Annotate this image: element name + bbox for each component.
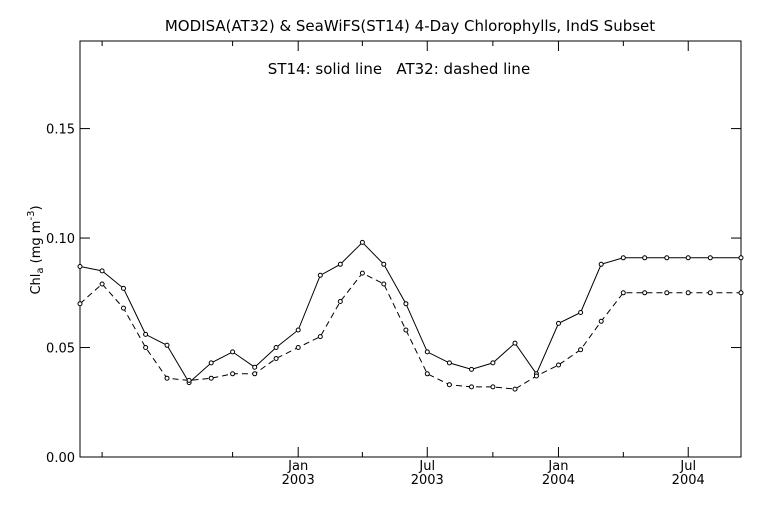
data-point-st14 [469,366,474,372]
data-point-st14 [664,255,670,261]
data-point-at32 [230,371,236,377]
y-tick-label: 0.00 [46,451,75,466]
data-point-at32 [99,281,105,287]
x-tick-label-year: 2004 [672,473,705,488]
data-point-st14 [598,261,604,267]
plot-frame [79,40,742,458]
line-style-note: ST14: solid line AT32: dashed line [268,60,530,78]
data-point-at32 [664,290,670,296]
data-point-st14 [738,255,744,261]
y-tick-label: 0.15 [46,123,75,138]
data-point-st14 [490,360,496,366]
x-tick-label-month: Jan [287,459,308,474]
data-point-at32 [533,373,539,379]
data-point-at32 [685,290,691,296]
series-layer [77,239,744,392]
data-point-st14 [685,255,691,261]
y-axis-label-close: ) [29,205,44,210]
data-point-at32 [359,270,365,276]
data-point-at32 [295,345,301,350]
y-axis-label-subscript: a [35,267,46,273]
data-point-at32 [424,371,430,377]
data-point-at32 [186,377,192,383]
y-axis: 0.00 0.05 0.10 0.15 [46,123,741,466]
data-point-at32 [381,281,387,287]
data-point-at32 [252,371,258,377]
data-point-at32 [642,290,648,296]
data-point-st14 [578,310,584,315]
x-tick-label-month: Jul [679,459,696,474]
data-point-st14 [230,349,236,355]
data-point-at32 [446,382,452,388]
data-point-at32 [143,345,149,350]
y-axis-label-main: Chl [29,274,44,295]
data-point-at32 [738,290,744,296]
data-point-at32 [490,384,496,390]
x-tick-label-year: 2004 [542,473,575,488]
data-point-at32 [707,290,713,296]
data-point-at32 [578,347,584,353]
chart-title: MODISA(AT32) & SeaWiFS(ST14) 4-Day Chlor… [165,17,655,35]
data-point-st14 [381,261,387,267]
data-point-at32 [317,334,323,340]
x-tick-label-year: 2003 [282,473,315,488]
data-point-st14 [642,255,648,261]
y-axis-label-unit: (mg m [29,221,44,268]
data-point-at32 [469,384,474,390]
data-point-st14 [252,364,258,370]
data-point-at32 [273,356,279,361]
data-point-st14 [77,264,83,269]
x-tick-label-year: 2003 [411,473,444,488]
data-point-at32 [77,301,83,307]
data-point-st14 [359,239,365,245]
data-point-at32 [208,375,214,381]
series-at32 [77,270,744,392]
data-point-at32 [164,375,170,381]
data-point-at32 [598,318,604,324]
data-point-st14 [337,261,343,267]
y-tick-label: 0.05 [46,342,75,357]
data-point-at32 [121,305,126,311]
x-tick-label-month: Jan [547,459,568,474]
data-point-st14 [317,272,323,278]
data-point-st14 [424,349,430,355]
data-point-st14 [556,320,561,326]
data-point-st14 [121,285,126,291]
data-point-at32 [337,299,343,304]
y-axis-label: Chla (mg m-3) [26,205,46,294]
data-point-st14 [208,360,214,366]
data-point-st14 [403,301,409,307]
y-axis-label-superscript: -3 [26,211,37,221]
data-point-st14 [99,268,105,274]
data-point-st14 [143,331,149,337]
x-tick-label-month: Jul [418,459,435,474]
data-point-st14 [273,345,279,350]
data-point-st14 [620,255,626,261]
data-point-at32 [620,290,626,296]
data-point-st14 [446,360,452,366]
data-point-st14 [295,327,301,333]
data-point-st14 [512,340,518,346]
y-tick-label: 0.10 [46,232,75,247]
data-point-at32 [512,386,518,392]
data-point-at32 [556,362,561,368]
data-point-st14 [164,342,170,348]
data-point-st14 [707,255,713,261]
data-point-at32 [403,327,409,333]
